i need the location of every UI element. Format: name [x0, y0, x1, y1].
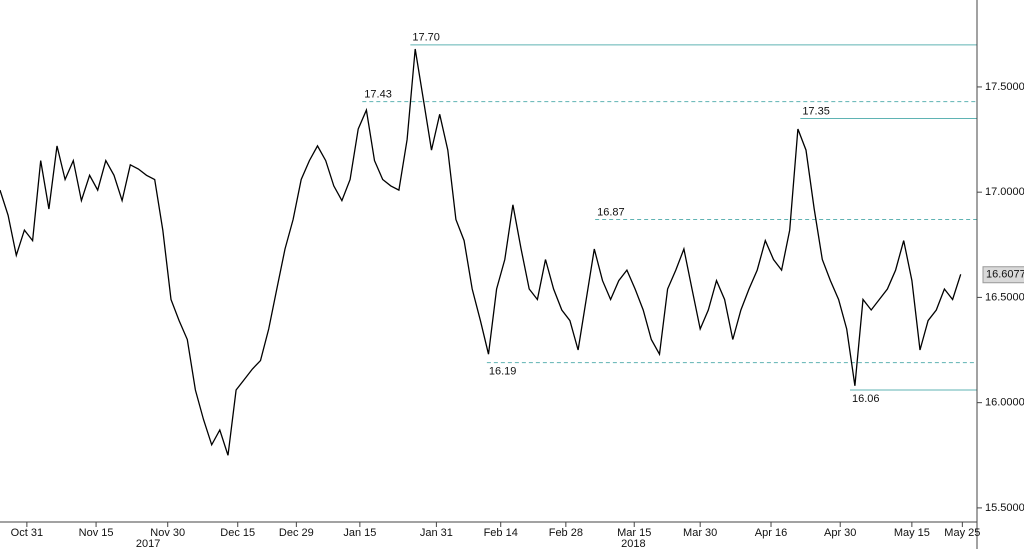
reference-label: 17.70 [412, 32, 440, 44]
x-tick-label: Feb 28 [549, 527, 583, 539]
y-tick-label: 17.0000 [985, 186, 1024, 198]
x-tick-label: May 15 [894, 527, 930, 539]
x-tick-label: Apr 16 [755, 527, 787, 539]
x-tick-label: Dec 15 [220, 527, 255, 539]
reference-label: 16.19 [489, 366, 517, 378]
price-line [0, 48, 962, 456]
reference-label: 17.43 [364, 89, 392, 101]
reference-label: 17.35 [802, 105, 830, 117]
x-tick-label: Apr 30 [824, 527, 856, 539]
y-tick-label: 17.5000 [985, 81, 1024, 93]
x-tick-label: Nov 30 [150, 527, 185, 539]
reference-label: 16.87 [597, 206, 625, 218]
y-tick-label: 16.0000 [985, 397, 1024, 409]
x-tick-label: Oct 31 [11, 527, 43, 539]
x-tick-label: Jan 15 [343, 527, 376, 539]
x-tick-label: Mar 30 [683, 527, 717, 539]
y-tick-label: 16.5000 [985, 291, 1024, 303]
x-tick-label: Feb 14 [484, 527, 518, 539]
x-tick-label: Jan 31 [420, 527, 453, 539]
x-tick-label: Nov 15 [79, 527, 114, 539]
x-tick-label: Mar 15 [617, 527, 651, 539]
last-price-label: 16.6077 [986, 269, 1024, 281]
reference-label: 16.06 [852, 393, 880, 405]
x-tick-label: Dec 29 [279, 527, 314, 539]
year-label: 2018 [621, 538, 645, 549]
y-tick-label: 15.5000 [985, 502, 1024, 514]
x-tick-label: May 25 [944, 527, 980, 539]
year-label: 2017 [136, 538, 160, 549]
last-price-box [982, 266, 1024, 284]
